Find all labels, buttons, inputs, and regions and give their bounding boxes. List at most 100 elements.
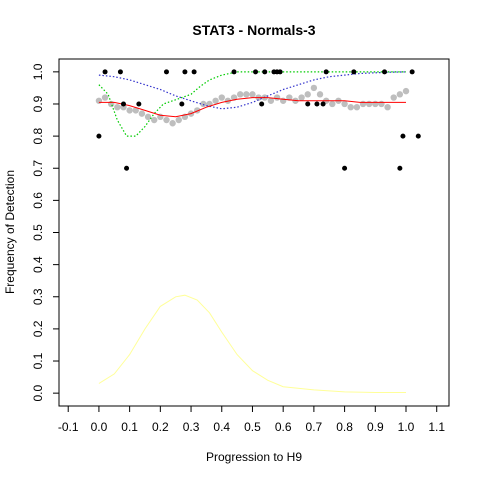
observed-point [163, 69, 169, 75]
smoothed-point [310, 84, 318, 92]
observed-points-layer [96, 69, 421, 171]
y-tick-label: 0.4 [31, 256, 45, 273]
yellow-density-layer [98, 294, 406, 393]
x-tick-label: 0.4 [213, 420, 230, 434]
smoothed-point [298, 94, 305, 101]
smoothed-point [101, 94, 109, 101]
observed-point [323, 69, 329, 75]
smoothed-point [243, 91, 250, 98]
observed-point [400, 133, 406, 139]
x-tick-label: 1.0 [398, 420, 415, 434]
smoothed-point [353, 103, 361, 111]
smoothed-point [359, 100, 367, 108]
observed-point [117, 69, 123, 75]
smoothed-point [341, 100, 348, 108]
smoothed-point [286, 94, 293, 101]
smoothed-point [372, 100, 379, 108]
smoothed-point [163, 116, 170, 124]
smoothed-point [390, 94, 397, 101]
observed-point [179, 101, 185, 107]
observed-point [120, 101, 126, 107]
smoothed-point [396, 91, 404, 98]
observed-point [124, 165, 130, 171]
x-axis: -0.1 0.0 0.1 0.2 0.3 0.4 0.5 0.6 0.7 0.8 0.9 1.0 1.1 [58, 406, 445, 434]
smoothed-point [273, 94, 281, 101]
smoothed-point [114, 103, 121, 111]
smoothed-point [365, 100, 373, 108]
smoothed-point [402, 87, 410, 95]
y-axis: 0.0 0.1 0.2 0.3 0.4 0.5 0.6 0.7 0.8 0.9 1.0 [31, 63, 59, 401]
green-fit-curve [98, 71, 406, 137]
x-tick-label: 0.3 [183, 420, 200, 434]
x-tick-label: 0.9 [367, 420, 384, 434]
y-tick-label: 0.0 [31, 384, 45, 401]
smoothed-point [175, 116, 182, 124]
smoothed-point [316, 91, 324, 98]
smoothed-point [267, 97, 275, 104]
chart-title: STAT3 - Normals-3 [192, 22, 315, 38]
x-tick-label: 0.7 [306, 420, 323, 434]
smoothed-point [378, 100, 385, 108]
y-tick-label: 0.7 [31, 160, 45, 177]
yellow-density-curve [98, 294, 406, 393]
observed-point [382, 69, 388, 75]
observed-point [397, 165, 403, 171]
x-tick-label: 0.0 [91, 420, 108, 434]
smoothed-point [138, 110, 146, 117]
y-tick-label: 1.0 [31, 63, 45, 80]
observed-point [415, 133, 421, 139]
y-axis-label: Frequency of Detection [3, 170, 17, 294]
x-tick-label: 0.6 [275, 420, 292, 434]
observed-point [96, 133, 102, 139]
smoothed-point [218, 94, 225, 101]
y-tick-label: 0.9 [31, 95, 45, 112]
x-tick-label: 1.1 [428, 420, 445, 434]
observed-point [136, 101, 142, 107]
observed-point [231, 69, 237, 75]
y-tick-label: 0.1 [31, 352, 45, 369]
smoothed-point [249, 91, 256, 98]
x-tick-label: 0.8 [336, 420, 353, 434]
x-tick-label: 0.1 [121, 420, 138, 434]
observed-point [342, 165, 348, 171]
observed-point [259, 101, 265, 107]
x-axis-label: Progression to H9 [206, 450, 302, 464]
red-fit-layer [98, 97, 406, 118]
smoothed-point [304, 91, 311, 98]
y-tick-label: 0.5 [31, 224, 45, 241]
red-fit-curve [98, 97, 406, 118]
observed-point [320, 101, 326, 107]
smoothed-point [347, 103, 354, 111]
observed-point [262, 69, 268, 75]
observed-point [253, 69, 259, 75]
observed-point [191, 69, 197, 75]
smoothed-point [329, 100, 336, 108]
observed-point [314, 101, 320, 107]
observed-point [277, 69, 283, 75]
observed-point [351, 69, 357, 75]
green-fit-layer [98, 71, 406, 137]
x-tick-label: 0.5 [244, 420, 261, 434]
y-tick-label: 0.3 [31, 288, 45, 305]
smoothed-point [150, 116, 158, 124]
smoothed-point [212, 97, 219, 104]
observed-point [305, 101, 311, 107]
observed-point [409, 69, 415, 75]
y-tick-label: 0.8 [31, 127, 45, 144]
x-tick-label: -0.1 [58, 420, 79, 434]
observed-point [102, 69, 108, 75]
smoothed-point [384, 103, 391, 111]
smoothed-point [236, 91, 244, 98]
smoothed-point [95, 97, 103, 104]
x-tick-label: 0.2 [152, 420, 169, 434]
smoothed-point [126, 107, 133, 114]
y-tick-label: 0.2 [31, 320, 45, 337]
observed-point [182, 69, 188, 75]
smoothed-point [144, 113, 152, 121]
smoothed-point [132, 107, 139, 114]
smoothed-point [169, 120, 176, 127]
smoothed-point [200, 100, 207, 108]
